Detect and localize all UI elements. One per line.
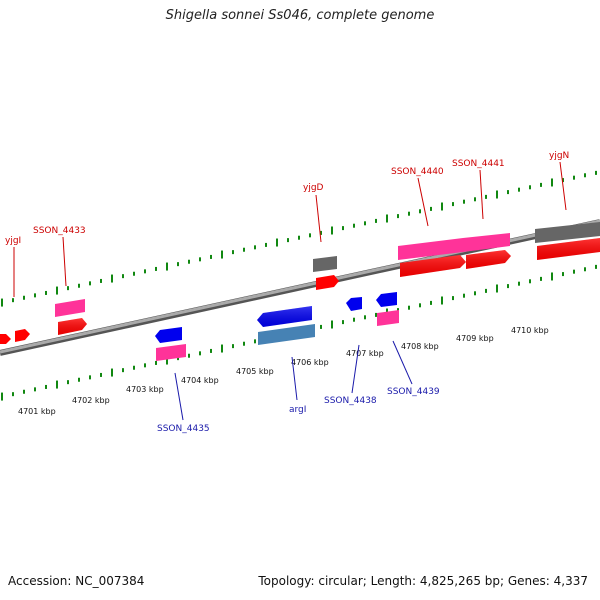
label-SSON_4440: SSON_4440 <box>391 167 444 177</box>
gene-yjgI[interactable] <box>0 334 11 344</box>
label-SSON_4439: SSON_4439 <box>387 387 440 397</box>
label-SSON_4438: SSON_4438 <box>324 396 377 406</box>
label-yjgN: yjgN <box>549 151 569 161</box>
label-yjgD: yjgD <box>303 183 324 193</box>
leader-SSON_4438 <box>351 344 360 394</box>
cds-SSON_4441[interactable] <box>463 233 510 252</box>
pseudo-yjgD[interactable] <box>313 256 337 272</box>
leader-SSON_4440 <box>417 177 429 227</box>
scale-label-4707: 4707 kbp <box>346 349 384 358</box>
scale-label-4703: 4703 kbp <box>126 385 164 394</box>
gene-yjgD[interactable] <box>316 275 339 290</box>
cds-SSON_4435[interactable] <box>156 344 186 361</box>
gene-SSON_4439[interactable] <box>376 292 397 307</box>
gene-SSON_4435[interactable] <box>155 327 182 343</box>
scale-label-4710: 4710 kbp <box>511 326 549 335</box>
pseudo-yjgN[interactable] <box>535 222 600 243</box>
gene-SSON_4438[interactable] <box>346 297 362 311</box>
cds-SSON_4433[interactable] <box>55 299 85 317</box>
scale-label-4708: 4708 kbp <box>401 342 439 351</box>
feature-shading <box>58 238 600 335</box>
scale-label-4701: 4701 kbp <box>18 407 56 416</box>
leader-SSON_4441 <box>479 169 484 220</box>
rna-argI[interactable] <box>258 324 315 345</box>
label-SSON_4433: SSON_4433 <box>33 226 86 236</box>
leader-SSON_4435 <box>174 372 184 421</box>
cds-SSON_4440[interactable] <box>398 238 463 260</box>
outer-tick-row <box>1 170 597 307</box>
scale-label-4705: 4705 kbp <box>236 367 274 376</box>
leader-yjgD <box>315 194 322 243</box>
label-argI: argI <box>289 405 306 415</box>
gene-labels: yjgI SSON_4433 yjgD SSON_4440 SSON_4441 … <box>5 151 569 434</box>
genome-summary-text: Topology: circular; Length: 4,825,265 bp… <box>258 574 588 588</box>
gene-left-small[interactable] <box>15 329 30 342</box>
cds-SSON_4439[interactable] <box>377 310 399 326</box>
label-yjgI: yjgI <box>5 236 21 246</box>
leader-argI <box>291 356 298 401</box>
scale-labels: 4701 kbp 4702 kbp 4703 kbp 4704 kbp 4705… <box>18 326 549 416</box>
scale-label-4709: 4709 kbp <box>456 334 494 343</box>
genome-title: Shigella sonnei Ss046, complete genome <box>165 8 435 23</box>
leader-lines <box>13 161 567 421</box>
label-SSON_4435: SSON_4435 <box>157 424 210 434</box>
leader-SSON_4433 <box>62 236 67 287</box>
leader-SSON_4439 <box>392 340 413 385</box>
accession-text: Accession: NC_007384 <box>8 574 145 588</box>
label-SSON_4441: SSON_4441 <box>452 159 505 169</box>
scale-label-4702: 4702 kbp <box>72 396 110 405</box>
scale-label-4704: 4704 kbp <box>181 376 219 385</box>
scale-label-4706: 4706 kbp <box>291 358 329 367</box>
leader-yjgN <box>559 161 567 211</box>
